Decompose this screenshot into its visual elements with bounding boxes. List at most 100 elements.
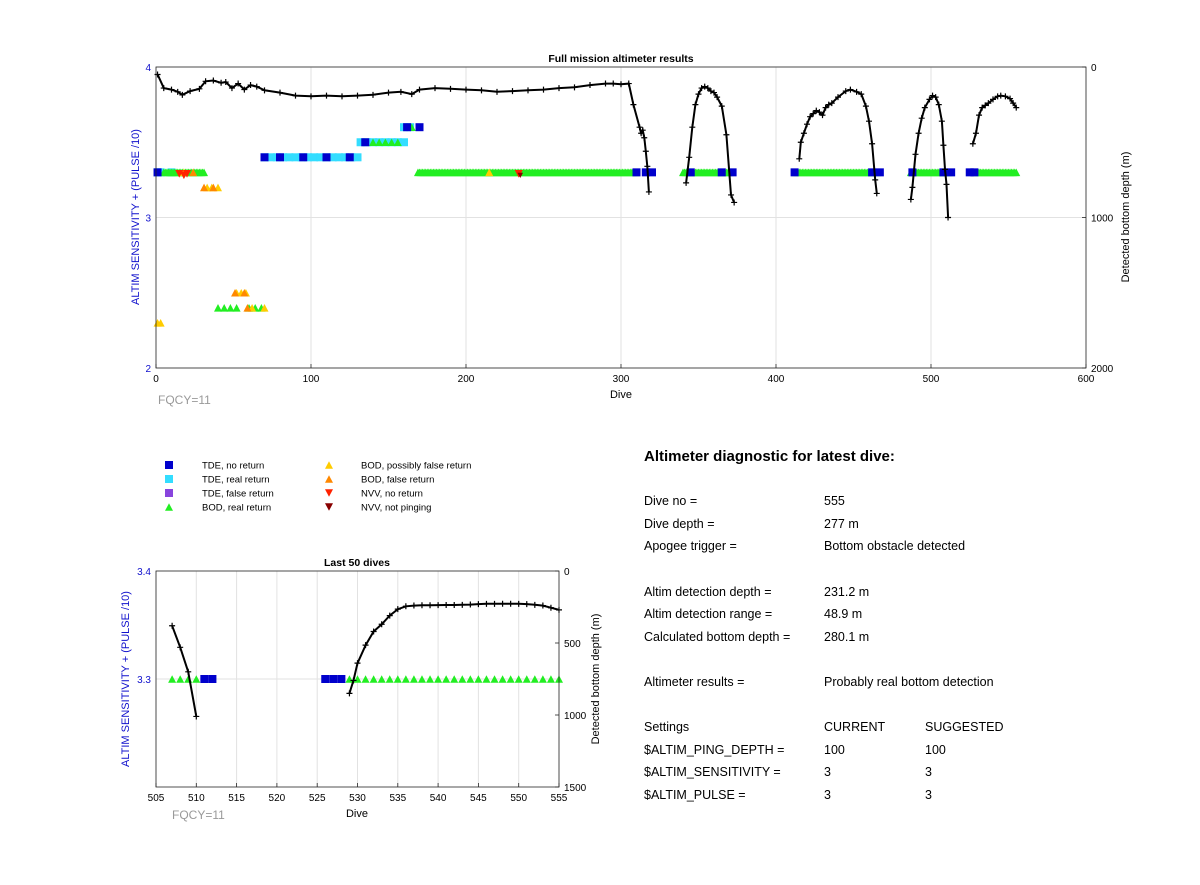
x-tick-label: 300: [613, 374, 630, 385]
y-right-tick-label: 0: [1091, 63, 1097, 74]
bottom-depth-point: [1010, 100, 1017, 107]
bottom-depth-point: [858, 91, 865, 98]
bottom-depth-point: [985, 100, 992, 107]
bottom-depth-point: [408, 91, 415, 98]
tde-no-return-point: [361, 138, 370, 147]
y-left-tick-label: 3: [145, 214, 151, 225]
legend-label: BOD, real return: [202, 503, 271, 514]
y-left-tick-label: 3.3: [137, 675, 151, 686]
bottom-depth-point: [235, 80, 242, 87]
setting-current: 100: [824, 743, 845, 757]
bod-real-return-point: [426, 675, 435, 683]
bod-real-return-point: [450, 675, 459, 683]
top-series: [153, 71, 1021, 327]
legend-label: TDE, no return: [202, 461, 264, 472]
bottom-depth-point: [154, 71, 161, 78]
bottom-depth-point: [990, 96, 996, 103]
x-tick-label: 545: [470, 793, 487, 804]
bottom-depth-point: [731, 199, 738, 206]
tde-no-return-point: [415, 123, 424, 132]
bottom-depth-point: [813, 107, 820, 114]
bottom-depth-point: [160, 85, 167, 92]
bod-possibly-false-point: [260, 304, 269, 312]
bottom-depth-point: [346, 690, 353, 697]
bottom-depth-point: [370, 628, 377, 635]
bottom-depth-point: [866, 118, 872, 125]
top-ticks: 0 100 200 300 400 500 600 2 3 4 0 1000 2000: [145, 63, 1113, 385]
setting-name: $ALTIM_SENSITIVITY =: [644, 765, 781, 779]
bod-real-return-point: [192, 675, 201, 683]
tde-real-return-point: [328, 153, 337, 162]
bottom-depth-point: [926, 96, 933, 103]
bod-real-return-point: [369, 138, 377, 147]
x-tick-label: 550: [510, 793, 527, 804]
y-left-tick-label: 3.4: [137, 567, 151, 578]
bottom-depth-point: [478, 87, 485, 94]
bottom-depth-point: [187, 88, 194, 95]
bottom-depth-point: [873, 190, 880, 197]
bod-real-return-point: [214, 304, 222, 312]
bottom-depth-point: [378, 621, 385, 628]
bottom-depth-point: [179, 91, 186, 98]
bottom-depth-point: [385, 89, 392, 96]
x-tick-label: 520: [269, 793, 286, 804]
bottom-ticks: 505 510 515 520 525 530 535 540 545 550 555 3.3 3.4 0…: [137, 567, 587, 804]
bottom-depth-point: [410, 602, 417, 609]
bottom-depth-point: [222, 79, 229, 86]
apogee-trigger-label: Apogee trigger =: [644, 539, 737, 553]
bod-real-return-point: [490, 675, 499, 683]
tde-no-return-point: [321, 675, 330, 683]
bottom-depth-point: [807, 113, 814, 120]
bottom-depth-point: [686, 154, 693, 161]
tde-no-return-point: [875, 168, 884, 177]
tde-no-return-point: [641, 168, 650, 177]
bottom-depth-point: [193, 713, 200, 720]
tde-real-return-point: [356, 138, 365, 147]
suggested-header: SUGGESTED: [925, 720, 1004, 734]
bod-real-return-point: [200, 168, 209, 177]
tde-no-return-point: [632, 168, 641, 177]
x-tick-label: 200: [458, 374, 475, 385]
bottom-depth-point: [909, 184, 916, 191]
calculated-bottom-depth-label: Calculated bottom depth =: [644, 630, 791, 644]
bottom-series: [168, 600, 563, 720]
tde-no-return-point: [790, 168, 799, 177]
tde-no-return-point: [908, 168, 917, 177]
tde-no-return-point: [208, 675, 217, 683]
bottom-depth-point: [701, 83, 708, 90]
bottom-depth-point: [447, 85, 454, 92]
y-right-tick-label: 500: [564, 639, 581, 650]
bottom-depth-point: [228, 85, 235, 92]
bottom-depth-point: [945, 214, 952, 221]
bottom-depth-point: [642, 148, 649, 155]
tde-no-return-point: [947, 168, 956, 177]
y-left-tick-label: 2: [145, 364, 151, 375]
x-tick-label: 0: [153, 374, 159, 385]
bottom-y-right-label: Detected bottom depth (m): [590, 614, 602, 745]
legend-marker: [325, 461, 333, 469]
bottom-depth-point: [704, 85, 711, 92]
bottom-depth-point: [915, 130, 922, 137]
bottom-depth-point: [491, 600, 498, 607]
setting-suggested: 100: [925, 743, 946, 757]
tde-no-return-point: [299, 153, 308, 162]
bottom-depth-point: [168, 86, 175, 93]
tde-real-return-point: [291, 153, 300, 162]
bottom-depth-point: [459, 601, 466, 608]
legend-marker: [325, 489, 333, 497]
tde-real-return-point: [285, 153, 294, 162]
bod-real-return-point: [514, 675, 523, 683]
bod-false-return-point: [209, 183, 218, 192]
bottom-depth-point: [641, 134, 648, 141]
tde-real-return-point: [341, 153, 350, 162]
x-tick-label: 555: [551, 793, 568, 804]
legend-marker: [165, 461, 173, 469]
bottom-depth-point: [872, 176, 879, 183]
legend-label: BOD, false return: [361, 475, 434, 486]
bod-real-return-point: [361, 675, 370, 683]
bod-false-return-point: [200, 183, 209, 192]
bottom-depth-point: [451, 601, 458, 608]
tde-no-return-point: [965, 168, 974, 177]
full-mission-chart: 0 100 200 300 400 500 600 2 3 4 0 1000 2000 Full mis…: [130, 53, 1132, 407]
